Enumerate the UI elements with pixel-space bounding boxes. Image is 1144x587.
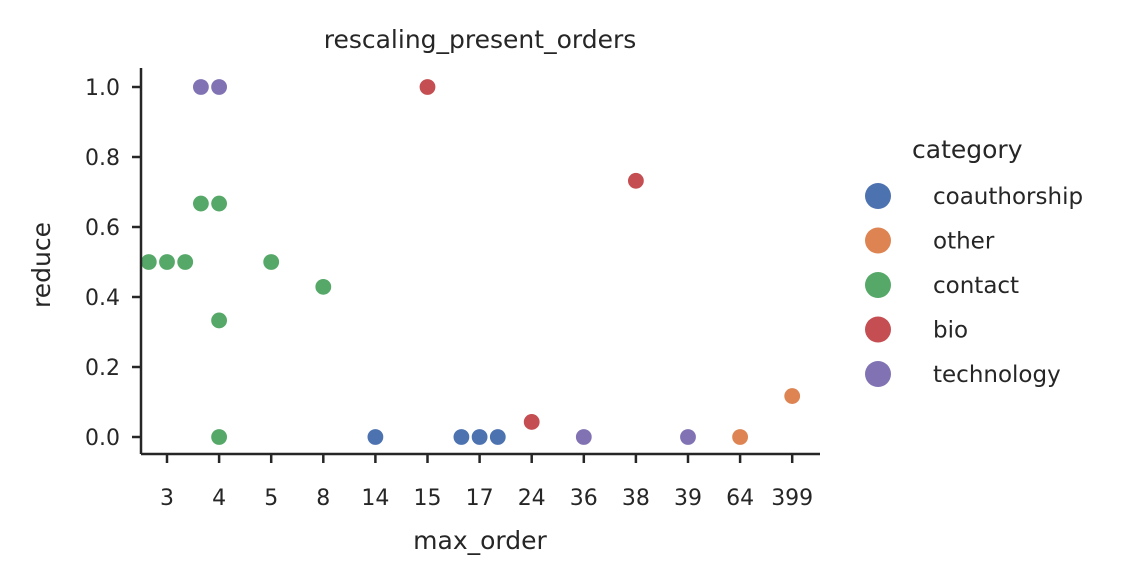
x-tick-label: 36 xyxy=(570,486,598,511)
data-point-bio xyxy=(626,171,646,190)
x-tick-label: 64 xyxy=(726,486,754,511)
chart-title: rescaling_present_orders xyxy=(324,25,637,54)
legend-marker-technology xyxy=(865,361,891,387)
data-point-contact xyxy=(314,277,333,296)
x-tick-label: 3 xyxy=(160,486,174,511)
legend-label-bio: bio xyxy=(933,318,968,344)
x-axis-label: max_order xyxy=(413,526,547,555)
data-point-contact xyxy=(139,252,158,272)
data-point-contact xyxy=(176,252,195,272)
x-tick-label: 399 xyxy=(771,486,813,511)
y-axis-label: reduce xyxy=(27,222,56,308)
y-axis-ticks: 0.0 0.2 0.4 0.6 0.8 1.0 xyxy=(85,76,141,451)
data-point-technology xyxy=(678,427,698,447)
data-point-contact xyxy=(191,194,210,213)
legend: category coauthorship other contact bio tech… xyxy=(865,135,1083,388)
legend-title: category xyxy=(912,135,1023,164)
data-point-other xyxy=(783,386,802,406)
y-tick-label: 0.8 xyxy=(85,146,120,171)
legend-marker-coauthorship xyxy=(865,183,891,209)
x-tick-label: 15 xyxy=(414,486,442,511)
y-tick-label: 0.6 xyxy=(85,216,120,241)
legend-marker-bio xyxy=(865,316,891,343)
data-point-contact xyxy=(210,311,229,330)
data-point-bio xyxy=(522,412,541,432)
y-tick-label: 0.2 xyxy=(85,356,120,381)
data-point-contact xyxy=(262,252,281,272)
x-tick-label: 17 xyxy=(466,486,494,511)
x-tick-label: 39 xyxy=(674,486,702,511)
data-point-coauthorship xyxy=(470,427,489,447)
data-point-contact xyxy=(210,194,229,213)
y-tick-label: 1.0 xyxy=(85,76,120,101)
legend-marker-contact xyxy=(865,272,891,298)
data-point-coauthorship xyxy=(452,427,471,447)
data-point-contact xyxy=(157,252,177,272)
plot-area xyxy=(139,77,802,447)
data-point-technology xyxy=(210,77,229,97)
data-point-technology xyxy=(574,427,593,447)
legend-label-coauthorship: coauthorship xyxy=(933,184,1083,210)
x-tick-label: 14 xyxy=(361,486,389,511)
data-point-other xyxy=(730,427,750,447)
x-tick-label: 5 xyxy=(264,486,278,511)
x-tick-label: 4 xyxy=(212,486,226,511)
legend-label-contact: contact xyxy=(933,273,1019,299)
x-tick-label: 8 xyxy=(316,486,330,511)
data-point-coauthorship xyxy=(366,427,385,447)
x-tick-label: 38 xyxy=(622,486,650,511)
legend-label-other: other xyxy=(933,229,995,255)
x-tick-label: 24 xyxy=(518,486,546,511)
data-point-contact xyxy=(210,427,229,447)
y-tick-label: 0.4 xyxy=(85,286,120,311)
data-point-technology xyxy=(191,77,210,97)
x-axis-ticks: 3 4 5 8 14 15 17 24 36 38 39 64 399 xyxy=(160,454,813,511)
y-tick-label: 0.0 xyxy=(85,426,120,451)
legend-marker-other xyxy=(865,227,891,254)
legend-label-technology: technology xyxy=(933,362,1061,388)
data-point-coauthorship xyxy=(488,427,507,447)
data-point-bio xyxy=(418,77,437,97)
